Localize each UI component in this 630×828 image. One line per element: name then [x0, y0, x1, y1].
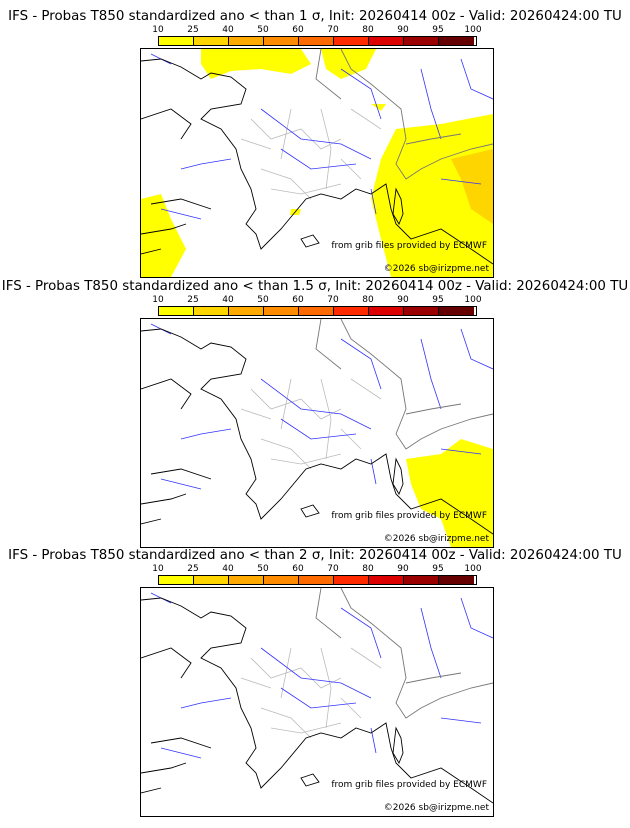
- map-drawing: [141, 49, 493, 277]
- colorbar-segment: [404, 576, 439, 584]
- colorbar-segment: [369, 307, 404, 315]
- colorbar-tick: 70: [327, 295, 339, 305]
- colorbar-tick: 90: [397, 25, 409, 35]
- colorbar-segment: [299, 307, 334, 315]
- colorbar-tick: 90: [397, 564, 409, 574]
- data-source-credit: from grib files provided by ECMWF: [331, 241, 487, 251]
- map-panel: IFS - Probas T850 standardized ano < tha…: [0, 0, 630, 278]
- map-panel: IFS - Probas T850 standardized ano < tha…: [0, 270, 630, 548]
- colorbar: [158, 575, 477, 585]
- colorbar-tick: 40: [222, 295, 234, 305]
- colorbar-tick: 100: [464, 295, 482, 305]
- colorbar-tick: 25: [187, 564, 199, 574]
- data-source-credit: from grib files provided by ECMWF: [331, 780, 487, 790]
- colorbar-tick: 10: [152, 295, 164, 305]
- colorbar-segment: [194, 307, 229, 315]
- copyright-credit: ©2026 sb@irizpme.net: [383, 264, 489, 274]
- colorbar-segment: [159, 307, 194, 315]
- panel-title: IFS - Probas T850 standardized ano < tha…: [1, 279, 629, 294]
- map-drawing: [141, 588, 493, 804]
- colorbar-tick: 80: [362, 25, 374, 35]
- colorbar-segment: [369, 37, 404, 45]
- colorbar-tick: 60: [292, 564, 304, 574]
- colorbar: [158, 36, 477, 46]
- colorbar-segment: [369, 576, 404, 584]
- colorbar-ticks: 10 25 40 50 60 70 80 90 95 100: [152, 25, 481, 36]
- probability-map: from grib files provided by ECMWF ©2026 …: [140, 318, 494, 548]
- colorbar-segment: [334, 307, 369, 315]
- colorbar-tick: 60: [292, 295, 304, 305]
- colorbar-segment: [264, 576, 299, 584]
- colorbar-tick: 40: [222, 25, 234, 35]
- colorbar-tick: 80: [362, 295, 374, 305]
- colorbar-segment: [264, 307, 299, 315]
- colorbar-segment: [194, 576, 229, 584]
- colorbar-segment: [264, 37, 299, 45]
- colorbar-ticks: 10 25 40 50 60 70 80 90 95 100: [152, 295, 481, 306]
- colorbar-tick: 50: [257, 25, 269, 35]
- colorbar-segment: [229, 37, 264, 45]
- colorbar-segment: [404, 37, 439, 45]
- colorbar-segment: [159, 37, 194, 45]
- colorbar-segment: [439, 37, 474, 45]
- colorbar-segment: [229, 576, 264, 584]
- colorbar-tick: 95: [432, 295, 444, 305]
- colorbar-segment: [404, 307, 439, 315]
- colorbar-tick: 50: [257, 295, 269, 305]
- colorbar-tick: 100: [464, 564, 482, 574]
- colorbar-tick: 25: [187, 25, 199, 35]
- colorbar: [158, 306, 477, 316]
- colorbar-segment: [299, 37, 334, 45]
- colorbar-segment: [334, 37, 369, 45]
- colorbar-tick: 100: [464, 25, 482, 35]
- colorbar-tick: 10: [152, 25, 164, 35]
- colorbar-tick: 25: [187, 295, 199, 305]
- colorbar-tick: 50: [257, 564, 269, 574]
- colorbar-tick: 70: [327, 25, 339, 35]
- probability-map: from grib files provided by ECMWF ©2026 …: [140, 587, 494, 817]
- data-source-credit: from grib files provided by ECMWF: [331, 511, 487, 521]
- colorbar-segment: [439, 307, 474, 315]
- colorbar-segment: [159, 576, 194, 584]
- colorbar-segment: [299, 576, 334, 584]
- colorbar-tick: 80: [362, 564, 374, 574]
- colorbar-tick: 70: [327, 564, 339, 574]
- colorbar-tick: 95: [432, 25, 444, 35]
- colorbar-segment: [439, 576, 474, 584]
- colorbar-tick: 90: [397, 295, 409, 305]
- colorbar-segment: [194, 37, 229, 45]
- colorbar-tick: 95: [432, 564, 444, 574]
- colorbar-tick: 40: [222, 564, 234, 574]
- colorbar-ticks: 10 25 40 50 60 70 80 90 95 100: [152, 564, 481, 575]
- panel-title: IFS - Probas T850 standardized ano < tha…: [8, 548, 622, 563]
- colorbar-segment: [334, 576, 369, 584]
- map-drawing: [141, 319, 493, 547]
- copyright-credit: ©2026 sb@irizpme.net: [383, 534, 489, 544]
- colorbar-tick: 60: [292, 25, 304, 35]
- colorbar-segment: [229, 307, 264, 315]
- colorbar-tick: 10: [152, 564, 164, 574]
- map-panel: IFS - Probas T850 standardized ano < tha…: [0, 539, 630, 817]
- panel-title: IFS - Probas T850 standardized ano < tha…: [8, 9, 622, 24]
- copyright-credit: ©2026 sb@irizpme.net: [383, 803, 489, 813]
- probability-map: from grib files provided by ECMWF ©2026 …: [140, 48, 494, 278]
